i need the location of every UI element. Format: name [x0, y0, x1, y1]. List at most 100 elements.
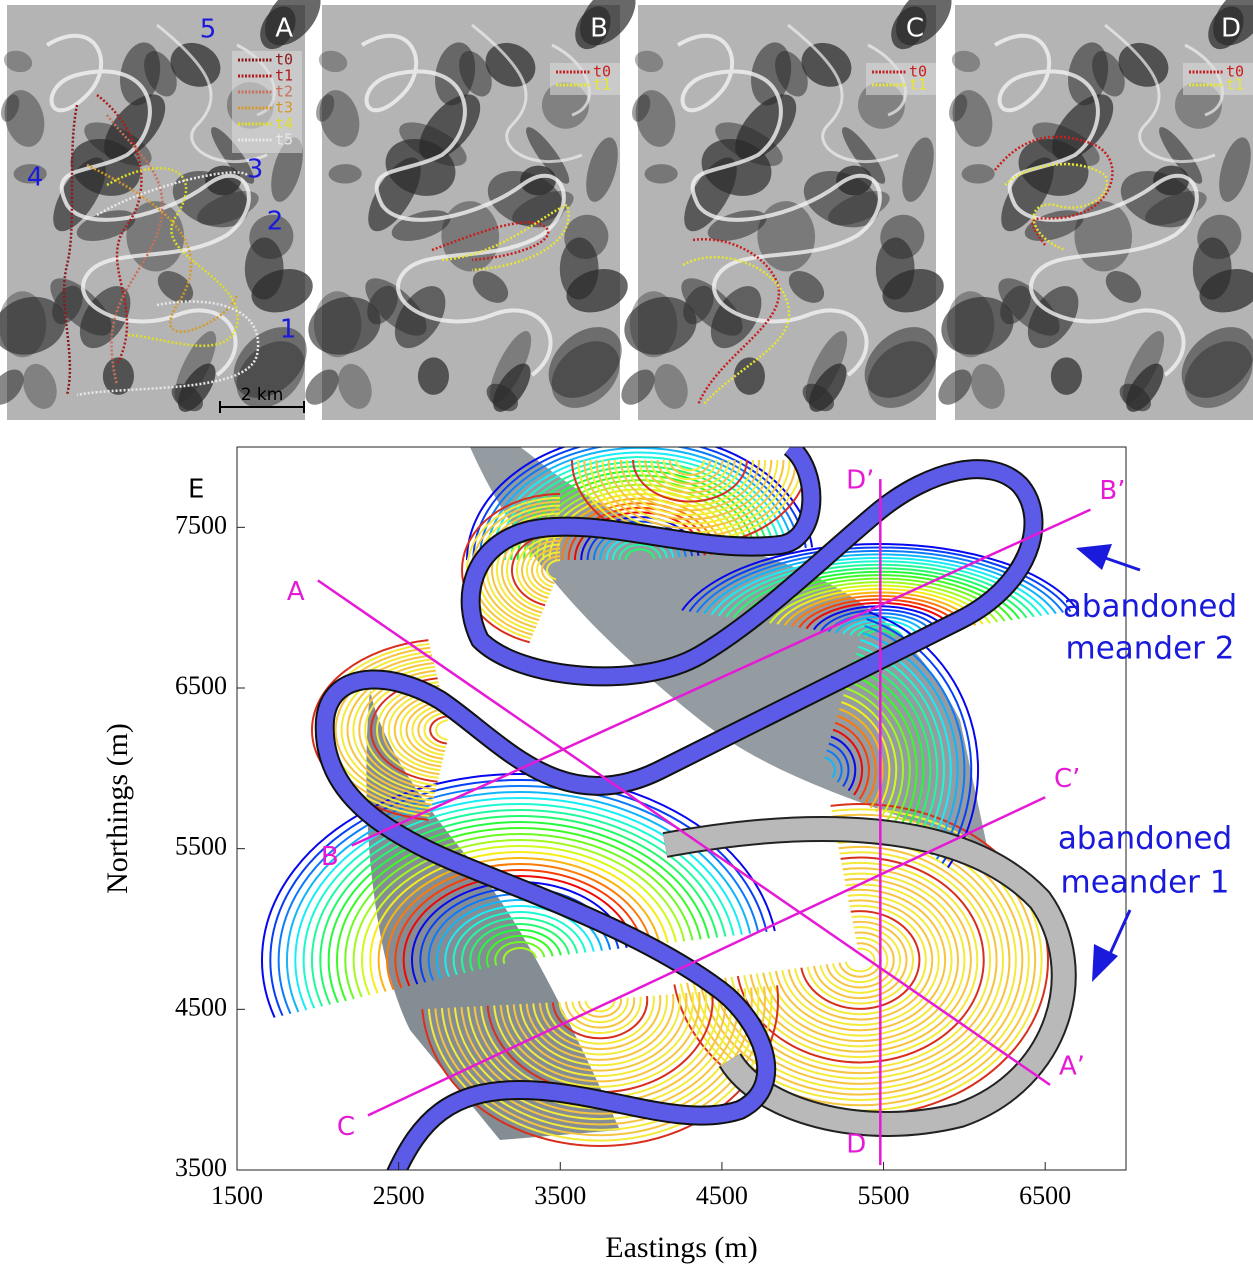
ribbon-line [601, 459, 779, 525]
ribbon-line [340, 658, 434, 802]
annotation-arrowhead [1092, 944, 1118, 982]
ribbon-line [277, 785, 760, 1015]
ribbon-line [344, 833, 694, 1000]
floodplain-shade [0, 296, 66, 355]
floodplain-shade [244, 237, 284, 300]
floodplain-shade [526, 127, 570, 184]
floodplain-shade [1197, 214, 1242, 260]
centerline-track [441, 203, 570, 272]
floodplain-shade [1212, 0, 1253, 46]
ribbon-line [506, 992, 694, 1077]
section-end-label: D’ [846, 466, 874, 496]
ribbon-line [813, 920, 908, 1000]
ribbon-line [486, 935, 554, 968]
annotation: abandoned [1063, 589, 1237, 625]
floodplain-shade [23, 363, 57, 409]
floodplain-shade [211, 127, 255, 184]
ribbon-line [361, 845, 678, 996]
floodplain-shade [520, 165, 557, 196]
legend-label: t1 [593, 76, 611, 94]
ribbon-line [434, 986, 766, 1137]
x-tick-label: 4500 [696, 1181, 748, 1210]
ribbon-line [800, 910, 921, 1010]
ribbon-line [736, 856, 985, 1064]
ribbon-line [584, 998, 616, 1013]
ribbon-line [832, 936, 889, 984]
x-tick-label: 3500 [534, 1181, 586, 1210]
floodplain-shade [621, 369, 655, 405]
legend-label: t0 [275, 51, 293, 69]
ribbon-line [668, 459, 712, 476]
ribbon-line [493, 991, 708, 1088]
section-line [367, 796, 1046, 1117]
floodplain-shade [952, 90, 993, 147]
centerline-track [1004, 162, 1109, 252]
section-start-label: A [287, 577, 305, 607]
floodplain-shade [579, 0, 636, 46]
ribbon-line [526, 543, 561, 596]
ribbon-line [327, 821, 710, 1004]
bend-number: 2 [267, 207, 284, 237]
x-tick-label: 5500 [858, 1181, 910, 1210]
y-tick-label: 4500 [175, 992, 227, 1021]
centerline-track [106, 166, 239, 348]
channel [45, 33, 251, 377]
panel-label: D [1221, 14, 1241, 44]
ribbon-line [644, 459, 736, 494]
ribbon-line [516, 535, 561, 603]
ribbon-line [491, 451, 788, 561]
floodplain-shade [328, 164, 362, 184]
floodplain-shade [733, 357, 765, 395]
ribbon-line [336, 827, 702, 1002]
floodplain-shade [1145, 191, 1207, 226]
section-end-label: A’ [1059, 1051, 1085, 1081]
annotation: meander 1 [1061, 865, 1230, 901]
legend-box [866, 63, 936, 95]
floodplain-shade [788, 271, 825, 303]
legend-label: t2 [275, 83, 293, 101]
ribbon-line [624, 548, 656, 561]
floodplain-shade [1219, 137, 1251, 202]
legend-label: t0 [909, 63, 927, 81]
ribbon-line [435, 719, 448, 741]
floodplain-shade [644, 164, 678, 184]
ribbon-line [843, 694, 898, 817]
floodplain-shade [902, 137, 934, 202]
legend-label: t4 [275, 115, 293, 133]
ribbon-line [334, 654, 433, 806]
ribbon-line [868, 611, 979, 869]
floodplain-shade [1181, 327, 1253, 398]
floodplain-shade [4, 90, 45, 147]
floodplain-shade [635, 90, 676, 147]
floodplain-shade [751, 42, 792, 106]
ribbon-line [613, 459, 767, 516]
ribbon-line [494, 941, 546, 966]
y-tick-label: 7500 [175, 510, 227, 539]
legend-label: t5 [275, 131, 293, 149]
floodplain-shade [319, 90, 360, 147]
legend-label: t3 [275, 99, 293, 117]
floodplain-shade [1, 94, 20, 122]
ribbon-line [838, 942, 882, 978]
floodplain-shade [586, 137, 618, 202]
scale-bar-label: 2 km [241, 385, 284, 405]
ribbon-line [743, 861, 979, 1059]
ribbon-line [319, 814, 719, 1005]
bend-number: 4 [27, 163, 44, 193]
floodplain-shade [1153, 165, 1190, 196]
centerline-track [431, 221, 550, 262]
ribbon-line [844, 947, 876, 973]
ribbon-line [845, 687, 904, 822]
ribbon-line [502, 947, 538, 965]
floodplain-shade [271, 137, 303, 202]
floodplain-shade [654, 363, 688, 409]
ribbon-line [294, 797, 743, 1011]
floodplain-shade [316, 94, 335, 122]
ribbon-line [749, 867, 972, 1053]
bend-number: 3 [247, 155, 264, 185]
ribbon-line [531, 547, 561, 592]
ribbon-line [847, 680, 911, 826]
legend-label: t1 [1226, 76, 1244, 94]
